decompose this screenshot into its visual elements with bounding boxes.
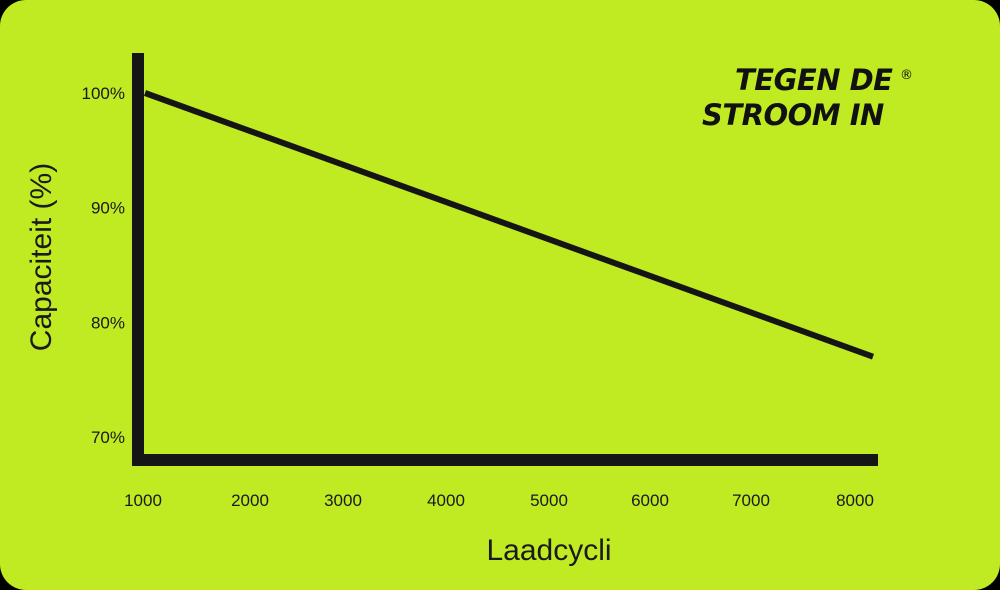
y-tick-label: 70%: [91, 428, 125, 447]
registered-mark: ®: [900, 68, 913, 83]
chart-marks: [143, 90, 875, 360]
y-tick-label: 100%: [82, 84, 125, 103]
x-tick-label: 1000: [124, 491, 162, 510]
x-tick-label: 6000: [631, 491, 669, 510]
y-tick-label: 80%: [91, 313, 125, 332]
x-axis-title: Laadcycli: [486, 534, 611, 567]
x-tick-label: 4000: [427, 491, 465, 510]
x-tick-label: 2000: [231, 491, 269, 510]
brand-logo: TEGEN DE STROOM IN ®: [702, 63, 913, 132]
x-tick-label: 8000: [836, 491, 874, 510]
capacity-series-line: [143, 90, 875, 360]
x-tick-labels: 1000 2000 3000 4000 5000 6000 7000 8000: [124, 491, 874, 510]
x-tick-label: 5000: [530, 491, 568, 510]
y-tick-label: 90%: [91, 199, 125, 218]
x-tick-label: 3000: [324, 491, 362, 510]
brand-logo-line2: STROOM IN: [702, 98, 884, 132]
y-axis-title: Capaciteit (%): [25, 163, 58, 351]
y-tick-labels: 100% 90% 80% 70%: [82, 84, 125, 447]
x-tick-label: 7000: [732, 491, 770, 510]
brand-logo-line1: TEGEN DE: [735, 63, 893, 97]
